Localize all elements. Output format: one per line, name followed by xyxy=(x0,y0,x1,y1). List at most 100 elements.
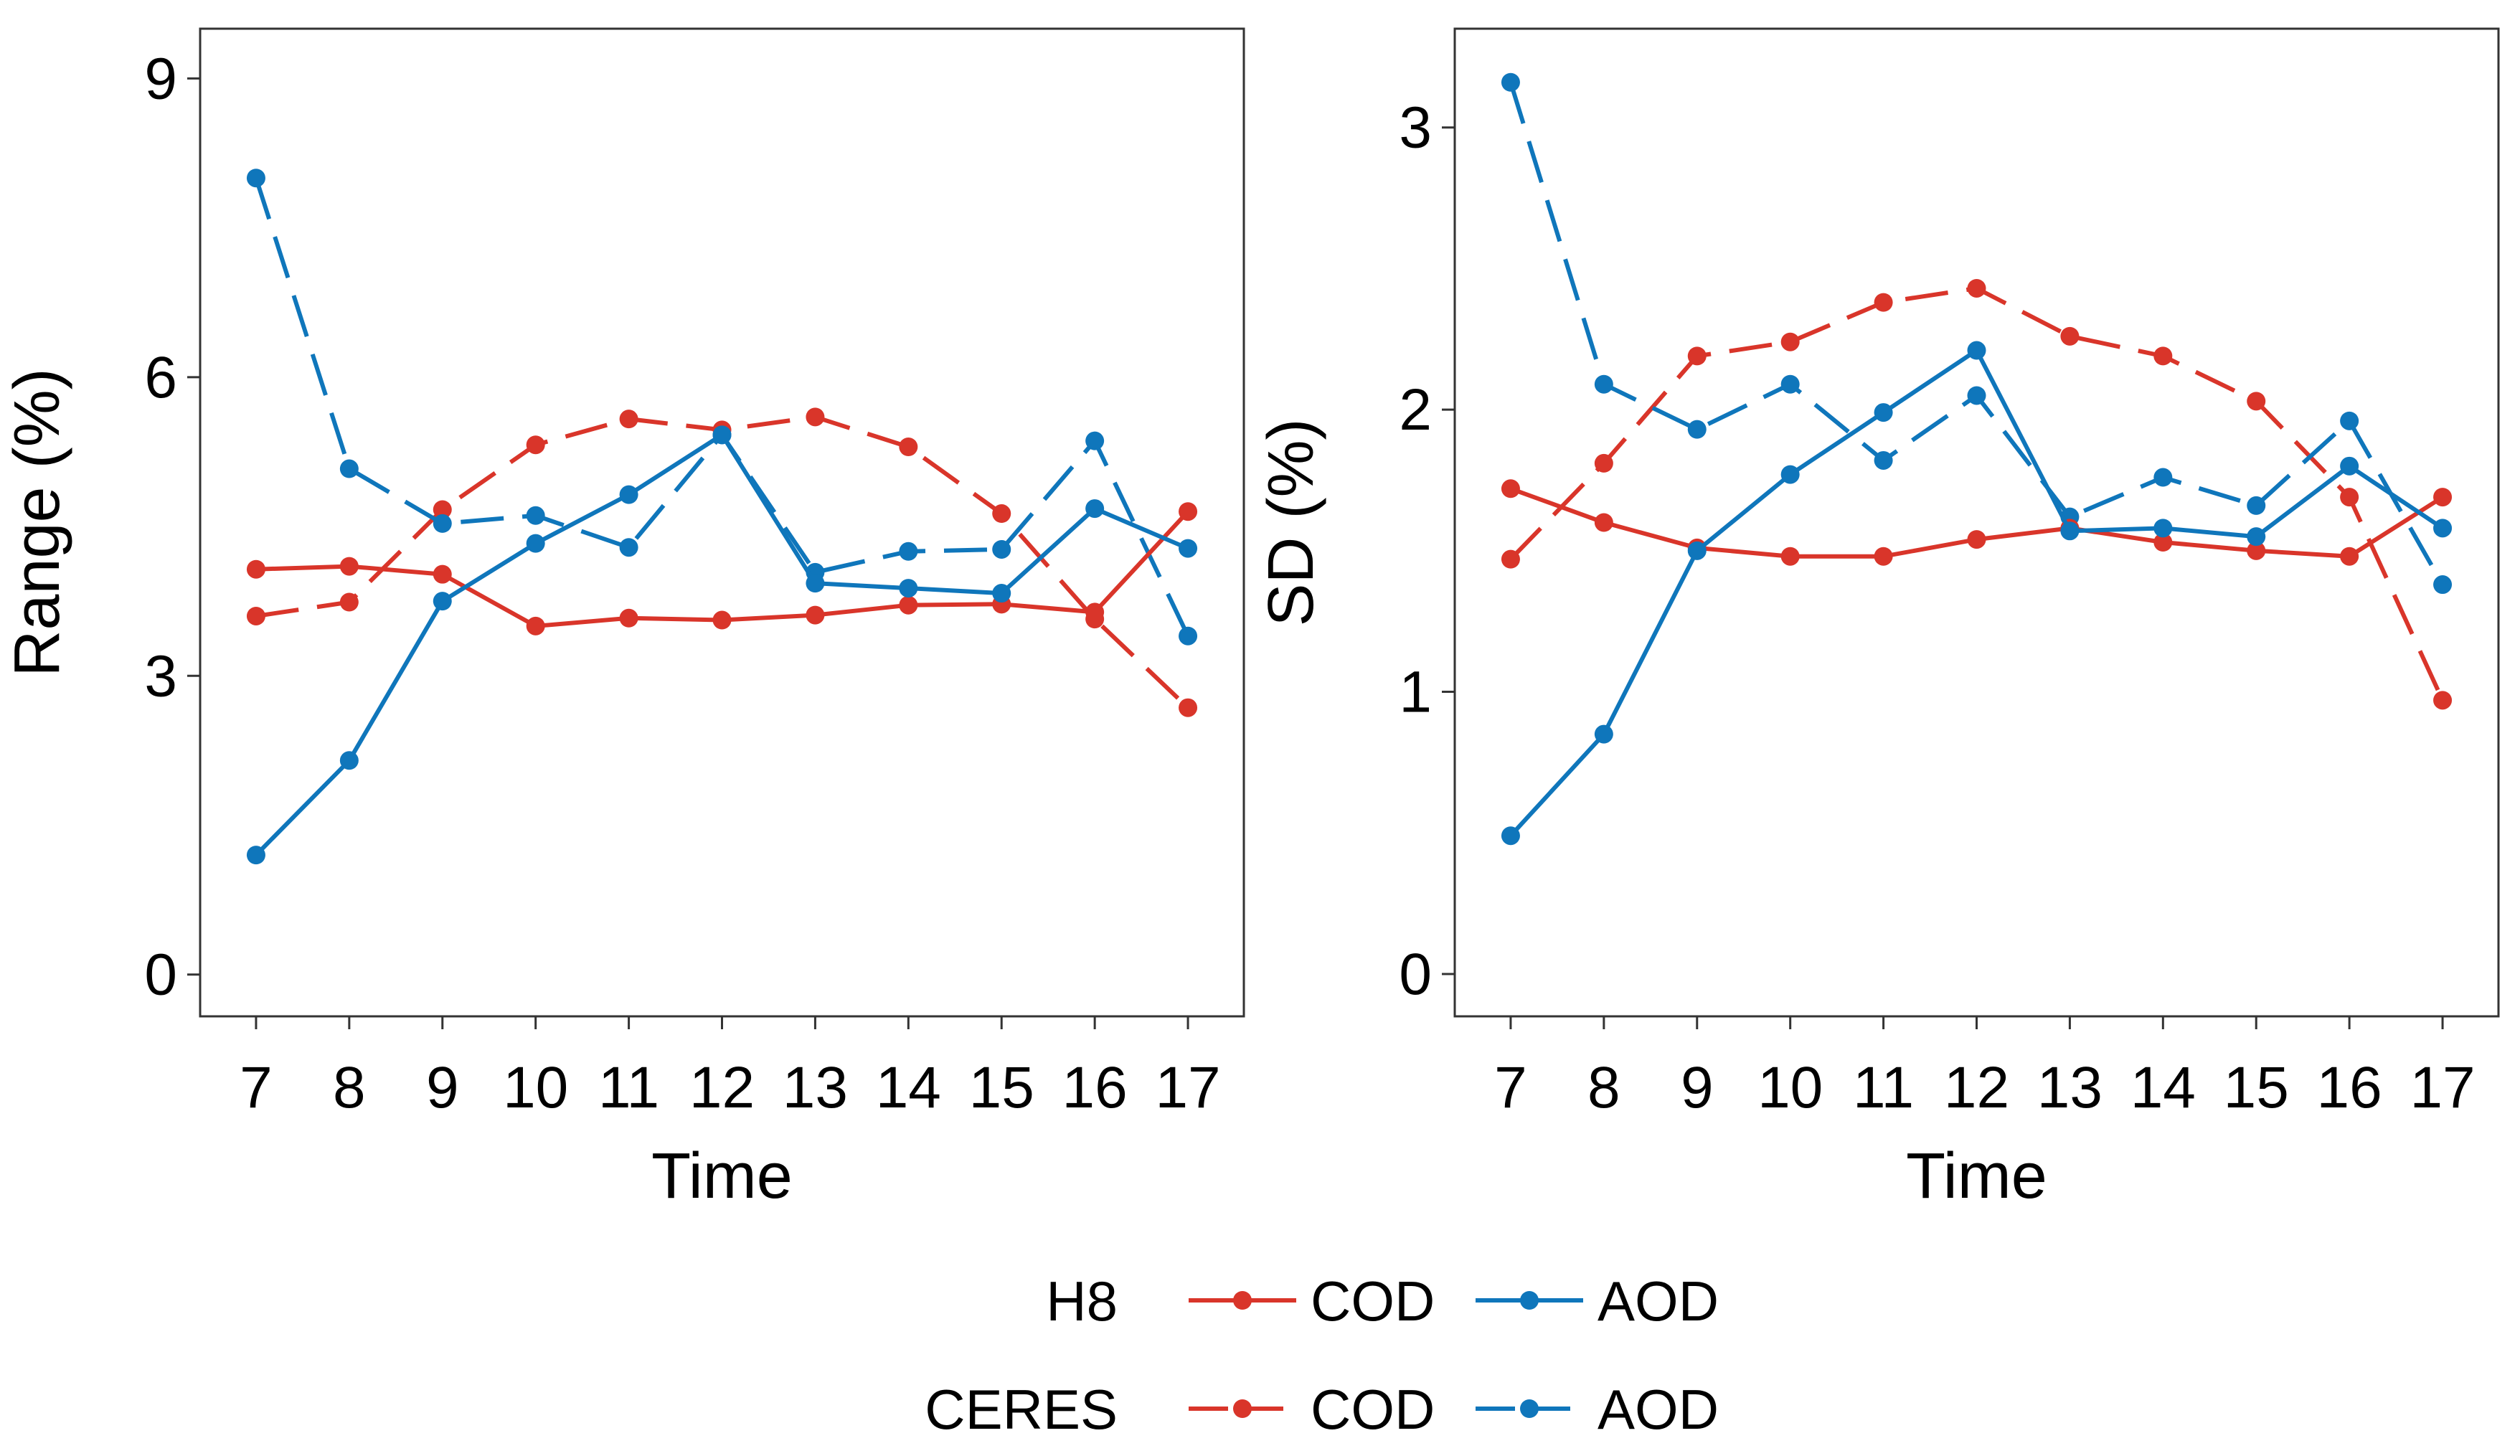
range-data-point-ceres-aod xyxy=(992,539,1011,559)
legend-entry-label: COD xyxy=(1311,1378,1435,1441)
range-data-point-h8-aod xyxy=(339,751,359,770)
range-data-point-ceres-aod xyxy=(1085,431,1105,450)
range-data-point-ceres-cod xyxy=(526,435,545,455)
range-x-tick-label: 14 xyxy=(876,1055,941,1120)
sd-series-line-ceres-aod xyxy=(1509,81,2445,586)
legend-key-cod-solid xyxy=(1189,1291,1296,1310)
range-data-point-h8-cod xyxy=(712,610,732,630)
sd-x-tick-label: 10 xyxy=(1757,1055,1823,1120)
sd-data-point-ceres-cod xyxy=(1780,332,1800,351)
range-y-tick-label: 9 xyxy=(144,46,177,111)
legend-point-swatch xyxy=(1233,1399,1252,1418)
range-data-point-ceres-aod xyxy=(526,506,545,525)
sd-data-point-h8-cod xyxy=(1594,513,1613,532)
legend-entry-label: AOD xyxy=(1598,1378,1719,1441)
sd-data-point-h8-aod xyxy=(2153,519,2173,538)
sd-data-point-h8-aod xyxy=(1874,403,1893,422)
range-data-point-h8-aod xyxy=(712,425,732,445)
sd-data-point-h8-aod xyxy=(1501,826,1520,846)
sd-data-point-ceres-cod xyxy=(2060,326,2080,346)
legend-entry-label: AOD xyxy=(1598,1270,1719,1333)
sd-data-point-ceres-cod xyxy=(1501,549,1520,569)
range-series-h8-aod xyxy=(246,425,1198,865)
sd-data-point-h8-aod xyxy=(1780,465,1800,484)
sd-data-point-h8-cod xyxy=(2433,488,2453,507)
sd-data-point-ceres-aod xyxy=(1501,72,1520,92)
range-data-point-ceres-aod xyxy=(246,169,265,188)
range-data-point-h8-aod xyxy=(992,584,1011,603)
range-data-point-ceres-cod xyxy=(806,407,825,427)
range-data-point-h8-cod xyxy=(1085,602,1105,622)
range-data-point-h8-cod xyxy=(246,559,265,579)
range-data-point-h8-aod xyxy=(1179,539,1198,558)
sd-data-point-h8-aod xyxy=(2247,527,2266,547)
sd-series-h8-aod xyxy=(1501,341,2453,846)
sd-data-point-ceres-aod xyxy=(2340,411,2359,430)
sd-x-tick-label: 7 xyxy=(1494,1055,1527,1120)
sd-x-tick-label: 16 xyxy=(2317,1055,2382,1120)
range-x-tick-label: 16 xyxy=(1062,1055,1128,1120)
sd-data-point-ceres-cod xyxy=(1594,453,1613,473)
legend: H8 COD AOD CERES COD AOD xyxy=(925,1270,1719,1441)
sd-data-point-h8-cod xyxy=(1780,547,1800,566)
sd-x-tick-label: 9 xyxy=(1681,1055,1714,1120)
sd-data-point-ceres-aod xyxy=(1780,374,1800,394)
sd-data-point-h8-aod xyxy=(1967,341,1986,360)
range-x-tick-label: 15 xyxy=(969,1055,1034,1120)
range-data-point-ceres-aod xyxy=(1179,626,1198,646)
legend-row-title: CERES xyxy=(925,1378,1118,1441)
sd-y-tick-label: 3 xyxy=(1399,95,1432,161)
range-x-tick-label: 10 xyxy=(503,1055,568,1120)
legend-entry-label: COD xyxy=(1311,1270,1435,1333)
sd-data-point-ceres-aod xyxy=(1687,420,1707,439)
legend-point-swatch xyxy=(1520,1291,1539,1310)
range-x-tick-label: 17 xyxy=(1155,1055,1220,1120)
sd-data-point-h8-cod xyxy=(2247,541,2266,560)
legend-key-cod-dashed xyxy=(1189,1399,1296,1418)
sd-data-point-ceres-aod xyxy=(1967,386,1986,405)
range-x-tick-label: 7 xyxy=(240,1055,273,1120)
sd-y-tick-label: 0 xyxy=(1399,942,1432,1007)
sd-data-point-h8-aod xyxy=(2340,456,2359,476)
range-x-tick-label: 11 xyxy=(598,1055,659,1120)
range-y-axis-title: Range (%) xyxy=(1,368,73,676)
sd-x-axis-title: Time xyxy=(1906,1140,2047,1212)
range-data-point-h8-cod xyxy=(806,605,825,625)
range-x-tick-label: 13 xyxy=(783,1055,848,1120)
legend-key-aod-solid xyxy=(1476,1291,1583,1310)
sd-data-point-h8-aod xyxy=(2060,521,2080,541)
sd-data-point-h8-cod xyxy=(1967,530,1986,549)
sd-data-point-h8-cod xyxy=(1874,547,1893,566)
sd-data-point-ceres-cod xyxy=(1967,278,1986,298)
range-x-axis-title: Time xyxy=(651,1140,793,1212)
sd-data-point-h8-aod xyxy=(2433,519,2453,538)
sd-series-h8-cod xyxy=(1501,479,2453,566)
range-data-point-ceres-aod xyxy=(619,538,638,557)
sd-data-point-ceres-aod xyxy=(2247,496,2266,515)
sd-y-axis-title: SD (%) xyxy=(1255,419,1327,627)
sd-y-tick-label: 2 xyxy=(1399,377,1432,443)
legend-point-swatch xyxy=(1233,1291,1252,1310)
range-data-point-h8-aod xyxy=(433,592,452,611)
range-data-point-h8-cod xyxy=(526,616,545,635)
sd-data-point-ceres-cod xyxy=(2153,346,2173,366)
sd-data-point-h8-cod xyxy=(2153,533,2173,552)
range-data-point-h8-cod xyxy=(619,608,638,628)
sd-series-ceres-cod xyxy=(1501,278,2453,710)
sd-data-point-h8-aod xyxy=(1594,724,1613,744)
range-data-point-ceres-cod xyxy=(619,410,638,429)
sd-data-point-ceres-aod xyxy=(2433,575,2453,595)
sd-x-tick-label: 17 xyxy=(2410,1055,2475,1120)
range-data-point-h8-cod xyxy=(1179,502,1198,521)
sd-data-point-h8-cod xyxy=(1501,479,1520,498)
range-data-point-h8-aod xyxy=(899,579,918,598)
sd-data-point-ceres-cod xyxy=(1687,346,1707,366)
sd-x-tick-label: 15 xyxy=(2224,1055,2289,1120)
sd-x-tick-label: 8 xyxy=(1587,1055,1620,1120)
sd-data-point-ceres-cod xyxy=(2247,392,2266,411)
sd-data-point-ceres-cod xyxy=(2433,691,2453,710)
sd-x-tick-label: 14 xyxy=(2130,1055,2196,1120)
range-data-point-h8-aod xyxy=(1085,499,1105,519)
